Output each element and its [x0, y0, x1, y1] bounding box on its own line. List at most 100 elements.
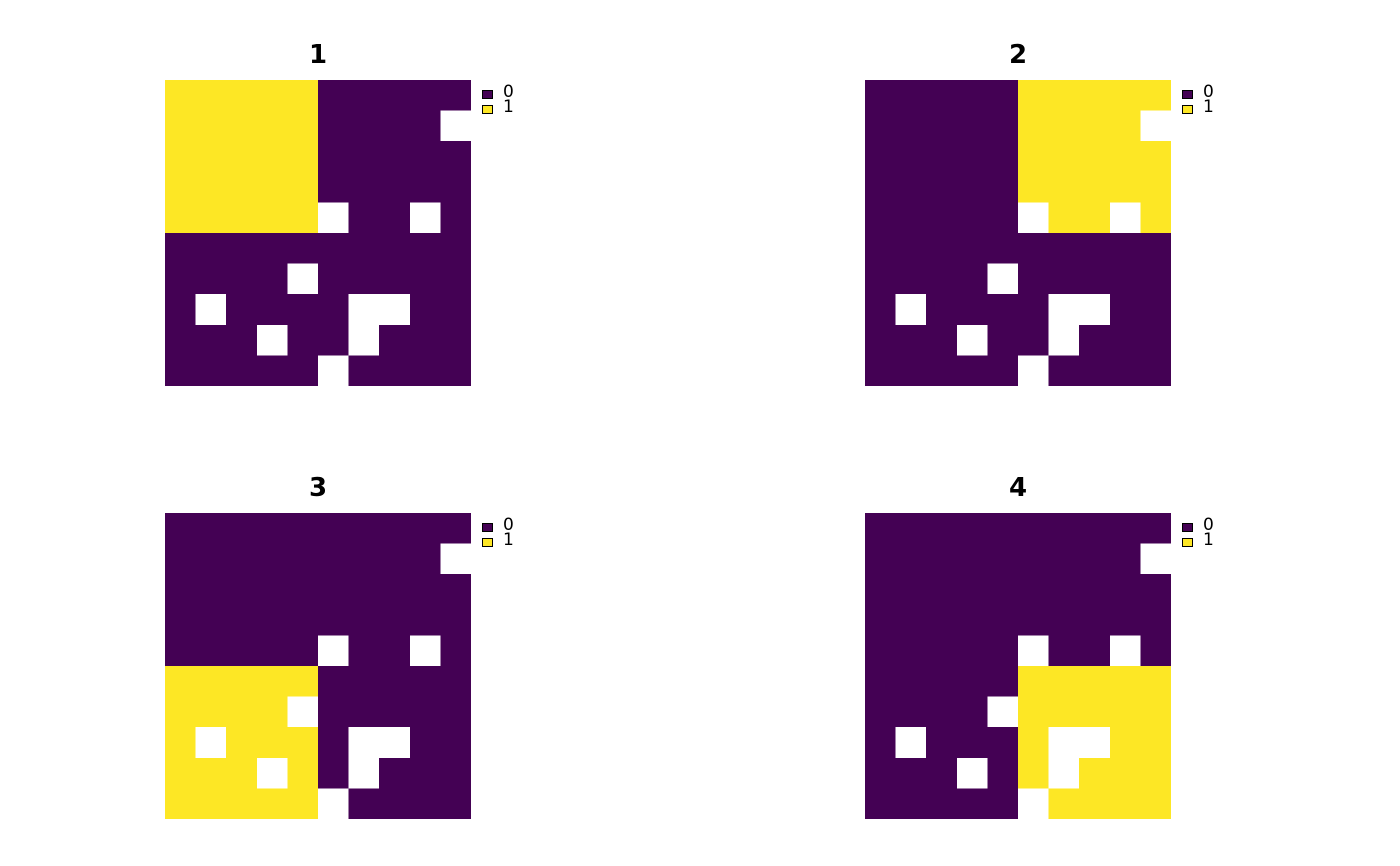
cell-value-0 — [165, 543, 197, 575]
cell-missing — [440, 110, 471, 142]
cell-value-0 — [895, 80, 927, 112]
cell-value-0 — [256, 355, 288, 386]
cell-value-0 — [895, 355, 927, 386]
cell-value-1 — [256, 80, 288, 112]
cell-value-0 — [165, 513, 197, 545]
cell-value-1 — [195, 788, 227, 819]
cell-value-1 — [1140, 666, 1171, 698]
cell-value-1 — [287, 141, 319, 173]
cell-value-0 — [895, 263, 927, 295]
cell-value-0 — [895, 696, 927, 728]
cell-missing — [348, 324, 380, 356]
cell-value-0 — [409, 324, 441, 356]
cell-value-0 — [440, 727, 471, 759]
cell-value-0 — [1079, 233, 1111, 265]
legend-label: 1 — [1203, 530, 1214, 550]
cell-value-1 — [1018, 141, 1050, 173]
cell-value-0 — [1018, 513, 1050, 545]
cell-value-0 — [1048, 355, 1080, 386]
cell-value-0 — [348, 666, 380, 698]
cell-value-1 — [165, 757, 197, 789]
cell-value-1 — [165, 110, 197, 142]
cell-value-1 — [1140, 171, 1171, 203]
cell-value-0 — [287, 543, 319, 575]
cell-value-0 — [1048, 635, 1080, 667]
cell-value-0 — [987, 635, 1019, 667]
cell-value-0 — [318, 727, 350, 759]
cell-value-0 — [987, 110, 1019, 142]
cell-value-0 — [987, 294, 1019, 326]
cell-missing — [409, 635, 441, 667]
cell-value-1 — [1109, 757, 1141, 789]
cell-value-0 — [409, 604, 441, 636]
cell-value-1 — [165, 696, 197, 728]
cell-value-0 — [318, 110, 350, 142]
cell-value-1 — [165, 141, 197, 173]
cell-value-0 — [409, 80, 441, 112]
cell-value-1 — [1140, 202, 1171, 234]
cell-value-0 — [1109, 355, 1141, 386]
cell-value-1 — [226, 666, 258, 698]
cell-value-0 — [379, 635, 411, 667]
cell-value-0 — [1140, 294, 1171, 326]
legend-label: 0 — [503, 82, 514, 102]
cell-value-1 — [287, 666, 319, 698]
cell-value-0 — [865, 788, 897, 819]
cell-value-0 — [348, 171, 380, 203]
cell-value-0 — [195, 574, 227, 606]
cell-missing — [318, 202, 350, 234]
cell-missing — [256, 324, 288, 356]
cell-value-0 — [348, 788, 380, 819]
cell-missing — [379, 294, 411, 326]
cell-value-0 — [865, 263, 897, 295]
cell-value-0 — [256, 294, 288, 326]
cell-value-1 — [165, 788, 197, 819]
cell-value-0 — [1018, 604, 1050, 636]
cell-value-1 — [1018, 757, 1050, 789]
cell-value-0 — [348, 80, 380, 112]
cell-value-0 — [895, 757, 927, 789]
cell-value-1 — [1109, 141, 1141, 173]
cell-value-0 — [1140, 635, 1171, 667]
cell-value-1 — [287, 788, 319, 819]
cell-value-0 — [256, 604, 288, 636]
cell-value-0 — [440, 666, 471, 698]
cell-missing — [287, 263, 319, 295]
raster-grid — [865, 80, 1171, 386]
cell-value-1 — [226, 727, 258, 759]
cell-missing — [1048, 727, 1080, 759]
cell-value-0 — [926, 141, 958, 173]
cell-value-0 — [987, 233, 1019, 265]
cell-value-0 — [865, 635, 897, 667]
cell-value-0 — [1018, 324, 1050, 356]
cell-value-0 — [956, 666, 988, 698]
cell-value-0 — [379, 757, 411, 789]
cell-value-0 — [440, 574, 471, 606]
cell-value-0 — [987, 757, 1019, 789]
cell-value-0 — [956, 141, 988, 173]
cell-value-1 — [226, 141, 258, 173]
cell-value-0 — [226, 543, 258, 575]
cell-value-1 — [1109, 788, 1141, 819]
cell-value-1 — [287, 202, 319, 234]
cell-value-0 — [440, 788, 471, 819]
raster-grid — [865, 513, 1171, 819]
cell-value-0 — [226, 233, 258, 265]
cell-value-1 — [226, 788, 258, 819]
cell-missing — [987, 263, 1019, 295]
cell-value-0 — [926, 696, 958, 728]
cell-value-0 — [926, 604, 958, 636]
cell-value-0 — [379, 110, 411, 142]
cell-value-0 — [440, 324, 471, 356]
cell-value-1 — [287, 727, 319, 759]
cell-missing — [1018, 635, 1050, 667]
cell-value-1 — [256, 202, 288, 234]
cell-value-0 — [865, 543, 897, 575]
cell-value-0 — [348, 513, 380, 545]
cell-value-0 — [226, 513, 258, 545]
cell-value-0 — [348, 233, 380, 265]
cell-value-0 — [440, 141, 471, 173]
cell-value-1 — [1140, 696, 1171, 728]
legend-label: 0 — [1203, 515, 1214, 535]
cell-missing — [1109, 635, 1141, 667]
